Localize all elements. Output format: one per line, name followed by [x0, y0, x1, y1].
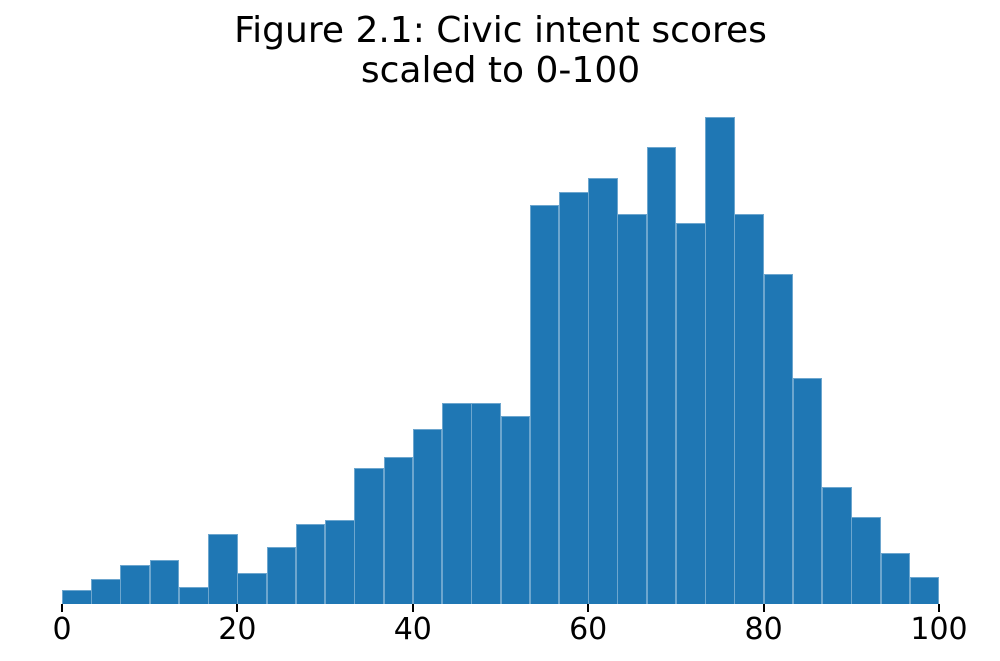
- x-tick-label: 100: [910, 612, 968, 647]
- x-tick-mark: [236, 604, 239, 612]
- x-tick-mark: [938, 604, 940, 612]
- histogram-bar: [62, 589, 92, 604]
- histogram-bar: [763, 273, 794, 604]
- histogram-bar: [734, 214, 764, 604]
- histogram-bar: [120, 564, 151, 604]
- chart-title-line-2: scaled to 0-100: [360, 50, 641, 91]
- x-tick-label: 20: [218, 612, 257, 647]
- x-tick-mark: [762, 604, 765, 612]
- chart-title: Figure 2.1: Civic intent scores scaled t…: [62, 11, 939, 91]
- histogram-bar: [208, 534, 238, 604]
- x-tick-label: 80: [744, 612, 783, 647]
- histogram-bar: [149, 559, 180, 604]
- x-tick-label: 0: [52, 612, 72, 647]
- histogram-bar: [851, 516, 881, 604]
- histogram-bar: [178, 587, 209, 604]
- x-tick-label: 40: [393, 612, 432, 647]
- histogram-bar: [295, 523, 326, 604]
- x-tick-mark: [411, 604, 414, 612]
- histogram-bar: [617, 214, 648, 604]
- histogram-bar: [558, 192, 589, 604]
- histogram-bar: [880, 552, 911, 604]
- plot-area: [62, 0, 940, 604]
- histogram-bar: [909, 576, 940, 604]
- histogram-bar: [529, 204, 560, 604]
- x-tick-label: 60: [569, 612, 608, 647]
- histogram-bar: [500, 416, 531, 604]
- histogram-bar: [442, 403, 472, 604]
- histogram-bar: [646, 147, 677, 604]
- histogram-bar: [471, 403, 501, 604]
- x-tick-mark: [61, 604, 63, 612]
- histogram-bar: [354, 467, 384, 604]
- histogram-bar: [412, 429, 443, 604]
- histogram-bar: [705, 117, 735, 604]
- x-axis: 0 20 40 60 80 100: [52, 604, 968, 661]
- histogram-bar: [383, 456, 414, 604]
- histogram-bar: [588, 178, 618, 604]
- histogram-bar: [266, 547, 297, 604]
- histogram-bar: [822, 486, 852, 604]
- x-tick-mark: [587, 604, 590, 612]
- histogram-bar: [237, 572, 268, 604]
- chart-title-line-1: Figure 2.1: Civic intent scores: [234, 10, 767, 51]
- histogram-bar: [792, 377, 823, 604]
- histogram-bar: [675, 223, 706, 604]
- histogram-bar: [325, 519, 355, 604]
- histogram-bar: [91, 578, 121, 604]
